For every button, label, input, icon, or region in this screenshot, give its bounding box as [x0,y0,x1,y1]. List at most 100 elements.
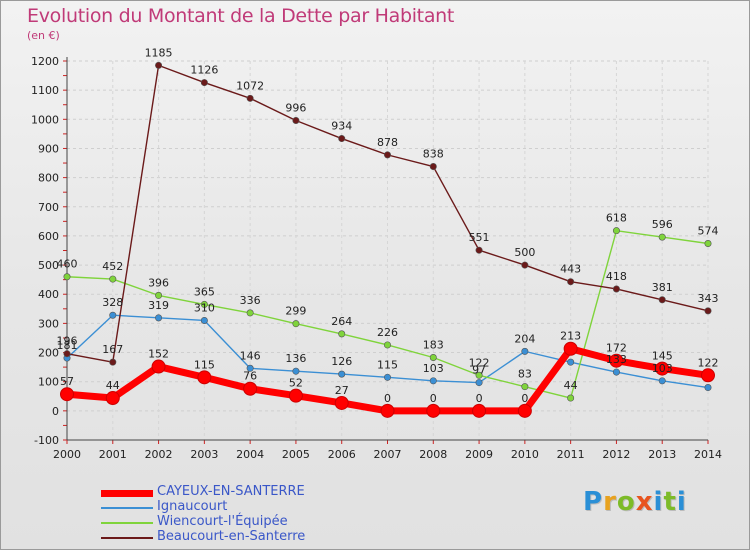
y-tick-label: 500 [38,259,59,272]
data-label-wiencourt-l-equipee: 336 [240,294,261,307]
data-label-cayeux-en-santerre: 44 [106,379,120,392]
x-tick-label: 2006 [328,448,356,461]
data-label-wiencourt-l-equipee: 122 [469,356,490,369]
data-label-wiencourt-l-equipee: 183 [423,338,444,351]
data-label-cayeux-en-santerre: 213 [560,330,581,343]
data-label-beaucourt-en-santerre: 838 [423,148,444,161]
data-point-wiencourt-l-equipee [567,394,575,402]
data-label-ignaucourt: 146 [240,349,261,362]
x-tick-label: 2012 [602,448,630,461]
data-point-beaucourt-en-santerre [612,285,620,293]
data-label-ignaucourt: 136 [285,352,306,365]
y-tick-label: 1200 [31,55,59,68]
x-tick-label: 2007 [374,448,402,461]
data-label-wiencourt-l-equipee: 574 [698,225,719,238]
logo-letter: i [676,487,687,517]
legend-label: Ignaucourt [157,499,228,514]
data-point-wiencourt-l-equipee [109,275,117,283]
y-tick-label: 0 [52,405,59,418]
logo-letter: t [663,487,677,517]
data-label-beaucourt-en-santerre: 1185 [145,46,173,59]
data-point-cayeux-en-santerre [380,403,395,418]
data-point-cayeux-en-santerre [243,381,258,396]
legend-label: CAYEUX-EN-SANTERRE [157,484,305,499]
data-point-ignaucourt [612,368,620,376]
axis-layer: -100010020030040050060070080090010001100… [31,55,722,461]
data-label-cayeux-en-santerre: 0 [521,392,528,405]
data-point-beaucourt-en-santerre [155,61,163,69]
data-point-beaucourt-en-santerre [658,296,666,304]
data-point-beaucourt-en-santerre [200,79,208,87]
data-point-cayeux-en-santerre [151,359,166,374]
data-label-ignaucourt: 126 [331,355,352,368]
logo-letter: r [603,487,617,517]
data-point-wiencourt-l-equipee [292,320,300,328]
data-point-beaucourt-en-santerre [567,278,575,286]
data-point-cayeux-en-santerre [197,370,212,385]
data-point-wiencourt-l-equipee [475,371,483,379]
x-tick-label: 2009 [465,448,493,461]
data-label-wiencourt-l-equipee: 596 [652,218,673,231]
data-point-ignaucourt [383,373,391,381]
proxiti-logo: Proxiti [583,487,687,517]
data-label-wiencourt-l-equipee: 452 [102,260,123,273]
data-label-beaucourt-en-santerre: 996 [285,101,306,114]
x-tick-label: 2011 [557,448,585,461]
data-label-cayeux-en-santerre: 0 [476,392,483,405]
x-tick-label: 2002 [145,448,173,461]
data-point-ignaucourt [429,377,437,385]
data-label-ignaucourt: 103 [423,362,444,375]
data-label-cayeux-en-santerre: 115 [194,358,215,371]
logo-letter: P [583,487,604,517]
legend-swatch [101,507,153,509]
data-point-cayeux-en-santerre [701,368,715,383]
data-label-wiencourt-l-equipee: 365 [194,285,215,298]
data-point-beaucourt-en-santerre [246,94,254,102]
data-point-beaucourt-en-santerre [521,261,529,269]
grid-layer [66,60,709,441]
y-tick-label: -100 [34,434,59,447]
data-label-beaucourt-en-santerre: 167 [102,343,123,356]
data-point-cayeux-en-santerre [60,387,74,402]
x-tick-label: 2014 [694,448,722,461]
x-tick-label: 2004 [236,448,264,461]
data-label-ignaucourt: 97 [472,364,486,377]
data-label-beaucourt-en-santerre: 196 [57,335,78,348]
data-point-wiencourt-l-equipee [658,233,666,241]
data-label-ignaucourt: 181 [57,339,78,352]
data-label-wiencourt-l-equipee: 299 [285,305,306,318]
data-point-wiencourt-l-equipee [63,273,71,281]
data-label-ignaucourt: 115 [377,358,398,371]
data-point-wiencourt-l-equipee [200,300,208,308]
data-point-ignaucourt [475,379,483,387]
data-point-wiencourt-l-equipee [704,240,712,248]
data-label-wiencourt-l-equipee: 460 [57,258,78,271]
data-point-cayeux-en-santerre [563,341,578,356]
data-label-cayeux-en-santerre: 27 [335,384,349,397]
data-point-wiencourt-l-equipee [155,291,163,299]
y-tick-label: 600 [38,230,59,243]
data-point-cayeux-en-santerre [105,391,120,406]
data-label-cayeux-en-santerre: 0 [384,392,391,405]
y-tick-label: 100 [38,376,59,389]
data-point-ignaucourt [109,311,117,319]
data-point-cayeux-en-santerre [517,403,532,418]
data-label-ignaucourt: 204 [514,332,535,345]
logo-letter: i [653,487,664,517]
legend-label: Beaucourt-en-Santerre [157,529,306,544]
data-point-ignaucourt [704,384,712,392]
data-label-ignaucourt: 310 [194,301,215,314]
data-label-wiencourt-l-equipee: 83 [518,368,532,381]
data-label-beaucourt-en-santerre: 500 [514,246,535,259]
data-point-ignaucourt [567,358,575,366]
data-label-beaucourt-en-santerre: 1126 [190,64,218,77]
x-tick-label: 2008 [419,448,447,461]
data-point-wiencourt-l-equipee [521,383,529,391]
y-tick-label: 400 [38,288,59,301]
x-tick-label: 2013 [648,448,676,461]
y-tick-label: 700 [38,201,59,214]
data-label-ignaucourt: 133 [606,353,627,366]
data-point-cayeux-en-santerre [426,403,441,418]
data-point-ignaucourt [246,364,254,372]
